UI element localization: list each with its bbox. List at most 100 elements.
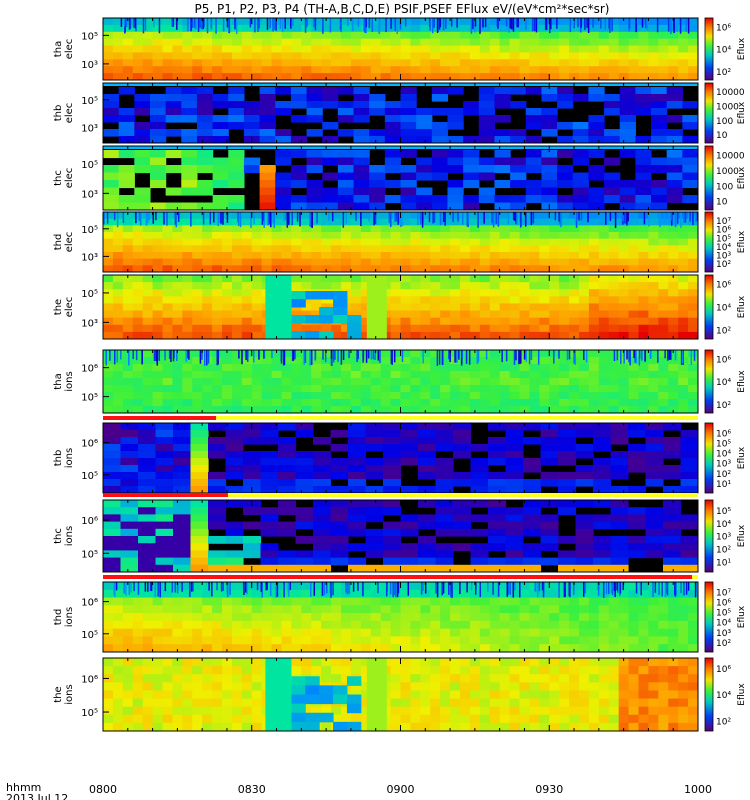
y-label-line: ions bbox=[64, 371, 75, 391]
y-label-line: ions bbox=[64, 448, 75, 468]
y-label-line: ions bbox=[64, 607, 75, 627]
colorbar-label: Eflux bbox=[737, 166, 747, 189]
colorbar-label: Eflux bbox=[737, 101, 747, 124]
x-tick-label: 0930 bbox=[535, 783, 563, 796]
time-axis-label: hhmm bbox=[6, 781, 41, 794]
heatmap-the-ions bbox=[103, 658, 698, 731]
colorbar-tick-label: 10³ bbox=[716, 252, 731, 262]
colorbar-thc-elec bbox=[704, 145, 714, 211]
colorbar-tick-label: 10² bbox=[716, 546, 731, 556]
y-tick-label: 10⁵ bbox=[81, 96, 98, 107]
colorbar-tick-label: 10⁶ bbox=[716, 599, 731, 609]
y-tick-label: 10³ bbox=[81, 189, 98, 200]
y-label-line: tha bbox=[53, 373, 64, 389]
heatmap-tha-ions bbox=[103, 350, 698, 413]
colorbar-label: Eflux bbox=[737, 683, 747, 706]
colorbar-thc-ions bbox=[704, 499, 714, 573]
colorbar-tick-label: 10² bbox=[716, 327, 731, 337]
colorbar-tha-elec bbox=[704, 17, 714, 81]
y-tick-label: 10⁵ bbox=[81, 630, 98, 641]
colorbar-thb-elec bbox=[704, 82, 714, 144]
status-bar-saturated bbox=[103, 416, 217, 420]
colorbar-tick-label: 10² bbox=[716, 718, 731, 728]
colorbar-tick-label: 10⁶ bbox=[716, 23, 731, 33]
figure-title: P5, P1, P2, P3, P4 (TH-A,B,C,D,E) PSIF,P… bbox=[195, 2, 610, 16]
x-tick-label: 1000 bbox=[684, 783, 712, 796]
colorbar-tick-label: 10³ bbox=[716, 460, 731, 470]
y-tick-label: 10⁵ bbox=[81, 471, 98, 482]
y-label-line: ions bbox=[64, 684, 75, 704]
panel-the-ions: theions 10⁶ 10⁵ 10⁶ 10⁴ 10² Eflux bbox=[53, 657, 747, 732]
y-label-thc-ions: thcions bbox=[53, 526, 75, 546]
colorbar-label: Eflux bbox=[737, 370, 747, 393]
status-bar bbox=[103, 493, 698, 497]
colorbar-tick-label: 10⁵ bbox=[716, 507, 731, 517]
colorbar-tick-label: 10⁴ bbox=[716, 450, 731, 460]
y-tick-label: 10³ bbox=[81, 252, 98, 263]
colorbar-tick-label: 10000 bbox=[716, 88, 745, 98]
heatmap-tha-elec bbox=[103, 18, 698, 80]
colorbar-tick-label: 10² bbox=[716, 401, 731, 411]
y-tick-label: 10⁶ bbox=[81, 439, 98, 450]
panel-tha-elec: thaelec 10⁵ 10³ 10⁶ 10⁴ 10² Eflux bbox=[53, 17, 747, 81]
y-tick-label: 10⁶ bbox=[81, 364, 98, 375]
heatmap-thb-elec bbox=[103, 83, 698, 143]
y-label-thc-elec: thcelec bbox=[53, 168, 75, 189]
colorbar-tick-label: 10⁵ bbox=[716, 234, 731, 244]
y-label-thd-ions: thdions bbox=[53, 607, 75, 627]
y-label-tha-elec: thaelec bbox=[53, 39, 75, 60]
y-label-line: thc bbox=[53, 170, 64, 186]
y-label-line: thd bbox=[53, 234, 64, 251]
colorbar-tick-label: 10000 bbox=[716, 152, 745, 162]
y-tick-label: 10⁶ bbox=[81, 674, 98, 685]
y-label-line: elec bbox=[64, 168, 75, 189]
colorbar-tick-label: 10⁵ bbox=[716, 609, 731, 619]
y-label-tha-ions: thaions bbox=[53, 371, 75, 391]
colorbar-label: Eflux bbox=[737, 37, 747, 60]
colorbar-tick-label: 1000 bbox=[716, 102, 739, 112]
colorbar-label: Eflux bbox=[737, 524, 747, 547]
colorbar-tick-label: 10⁴ bbox=[716, 243, 731, 253]
heatmap-thc-elec bbox=[103, 146, 698, 210]
y-label-the-ions: theions bbox=[53, 684, 75, 704]
colorbar-tick-label: 10² bbox=[716, 639, 731, 649]
colorbar-tick-label: 10² bbox=[716, 260, 731, 270]
colorbar-tick-label: 10¹ bbox=[716, 559, 731, 569]
y-label-thb-elec: thbelec bbox=[53, 103, 75, 124]
y-tick-label: 10³ bbox=[81, 60, 98, 71]
y-label-line: thb bbox=[53, 105, 64, 122]
panel-thb-elec: thbelec 10⁵ 10³ 10000 1000 100 10 Eflux bbox=[53, 82, 747, 144]
y-tick-label: 10³ bbox=[81, 318, 98, 329]
colorbar-tick-label: 10¹ bbox=[716, 480, 731, 490]
x-axis: 0800 0830 0900 0930 1000 bbox=[89, 783, 712, 796]
date-label: 2013 Jul 12 bbox=[6, 792, 68, 800]
heatmap-thd-ions bbox=[103, 582, 698, 652]
y-tick-label: 10⁵ bbox=[81, 225, 98, 236]
colorbar-tick-label: 10⁷ bbox=[716, 217, 731, 227]
y-tick-label: 10⁵ bbox=[81, 31, 98, 42]
y-tick-label: 10⁵ bbox=[81, 160, 98, 171]
y-label-line: tha bbox=[53, 41, 64, 57]
y-label-thd-elec: thdelec bbox=[53, 232, 75, 253]
colorbar-tick-label: 10⁶ bbox=[716, 226, 731, 236]
heatmap-the-elec bbox=[103, 275, 698, 339]
colorbar-tick-label: 10⁴ bbox=[716, 304, 731, 314]
y-label-line: elec bbox=[64, 297, 75, 318]
panels: thaelec10⁵10³10⁶10⁴10²Efluxthbelec10⁵10³… bbox=[53, 17, 747, 732]
y-tick-label: 10⁵ bbox=[81, 549, 98, 560]
colorbar-tick-label: 1000 bbox=[716, 167, 739, 177]
colorbar-label: Eflux bbox=[737, 230, 747, 253]
colorbar-tick-label: 10⁴ bbox=[716, 378, 731, 388]
heatmap-thc-ions bbox=[103, 500, 698, 572]
colorbar-tha-ions bbox=[704, 349, 714, 414]
colorbar-tick-label: 10 bbox=[716, 131, 728, 141]
y-label-line: ions bbox=[64, 526, 75, 546]
y-tick-label: 10⁵ bbox=[81, 708, 98, 719]
colorbar-tick-label: 10⁶ bbox=[716, 665, 731, 675]
colorbar-tick-label: 10⁶ bbox=[716, 430, 731, 440]
colorbar-tick-label: 10⁶ bbox=[716, 355, 731, 365]
status-bar-saturated bbox=[103, 493, 228, 497]
